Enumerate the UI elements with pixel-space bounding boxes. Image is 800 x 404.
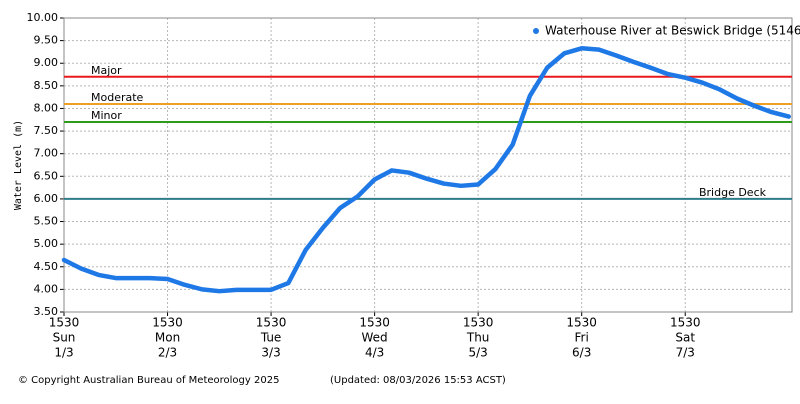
- x-tick-label: Wed: [362, 331, 388, 345]
- y-tick-label: 7.00: [34, 147, 59, 160]
- y-tick-label: 9.50: [34, 34, 59, 47]
- threshold-label: Bridge Deck: [699, 186, 767, 199]
- x-tick-label: 1530: [670, 316, 701, 330]
- threshold-label: Major: [91, 64, 122, 77]
- x-tick-label: 1530: [566, 316, 597, 330]
- x-tick-label: 1530: [49, 316, 80, 330]
- x-tick-label: 1/3: [54, 346, 73, 360]
- x-tick-label: 3/3: [261, 346, 280, 360]
- x-tick-label: Thu: [466, 331, 490, 345]
- updated: (Updated: 08/03/2026 15:53 ACST): [330, 375, 506, 386]
- x-tick-label: 4/3: [365, 346, 384, 360]
- y-tick-label: 6.50: [34, 169, 59, 182]
- x-tick-label: Tue: [260, 331, 282, 345]
- x-tick-label: Mon: [155, 331, 180, 345]
- y-tick-label: 9.00: [34, 56, 59, 69]
- x-tick-label: 2/3: [158, 346, 177, 360]
- x-tick-label: 5/3: [468, 346, 487, 360]
- threshold-label: Moderate: [91, 91, 144, 104]
- y-tick-label: 5.50: [34, 215, 59, 228]
- x-tick-label: 1530: [152, 316, 183, 330]
- x-tick-label: 1530: [463, 316, 494, 330]
- y-tick-label: 8.00: [34, 101, 59, 114]
- threshold-label: Minor: [91, 109, 122, 122]
- y-tick-label: 4.00: [34, 282, 59, 295]
- y-tick-label: 7.50: [34, 124, 59, 137]
- copyright: © Copyright Australian Bureau of Meteoro…: [18, 375, 279, 386]
- x-tick-label: 7/3: [676, 346, 695, 360]
- y-axis-label: Water Level (m): [13, 120, 24, 210]
- legend-label: Waterhouse River at Beswick Bridge (5146…: [545, 24, 800, 38]
- x-tick-label: 1530: [359, 316, 390, 330]
- y-tick-label: 10.00: [27, 11, 59, 24]
- x-tick-label: Fri: [575, 331, 589, 345]
- y-tick-label: 6.00: [34, 192, 59, 205]
- x-tick-label: Sun: [53, 331, 76, 345]
- y-tick-label: 4.50: [34, 260, 59, 273]
- legend-marker: [533, 28, 539, 34]
- x-tick-label: 6/3: [572, 346, 591, 360]
- x-tick-label: Sat: [675, 331, 695, 345]
- x-tick-label: 1530: [256, 316, 287, 330]
- y-tick-label: 5.00: [34, 237, 59, 250]
- y-tick-label: 8.50: [34, 79, 59, 92]
